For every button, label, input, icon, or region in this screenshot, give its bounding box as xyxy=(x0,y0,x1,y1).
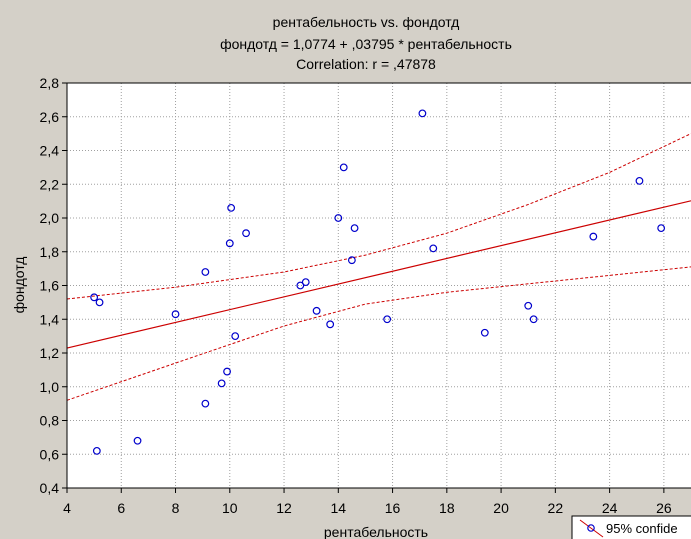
grid-lines xyxy=(67,83,691,488)
confidence-upper-line xyxy=(66,133,691,300)
data-point xyxy=(201,399,210,408)
y-tick-label: 0,8 xyxy=(40,413,60,429)
x-tick-label: 16 xyxy=(385,500,401,516)
correlation-text: Correlation: r = ,47878 xyxy=(296,56,436,72)
regression-line xyxy=(66,200,691,349)
data-points xyxy=(90,109,666,455)
data-point xyxy=(339,163,348,172)
regression-line-group xyxy=(66,200,691,349)
x-tick-label: 12 xyxy=(276,500,292,516)
data-point xyxy=(334,214,343,222)
data-point xyxy=(95,298,104,307)
data-point xyxy=(383,315,392,324)
data-point xyxy=(133,436,142,445)
y-tick-label: 0,6 xyxy=(40,446,60,462)
legend-label: 95% confide xyxy=(606,521,678,536)
legend-box xyxy=(571,515,691,539)
y-tick-label: 2,0 xyxy=(40,210,60,226)
y-axis-ticks: 0,4 0,6 0,8 1,0 1,2 1,4 1,6 1,8 2,0 2,2 2,4 2,6 2,8 xyxy=(40,75,67,496)
data-point xyxy=(326,320,335,329)
data-point xyxy=(201,268,210,276)
data-point xyxy=(418,109,427,118)
data-point xyxy=(92,446,101,455)
x-tick-label: 18 xyxy=(439,500,455,516)
y-tick-label: 2,6 xyxy=(40,109,60,125)
data-point xyxy=(529,315,538,324)
data-point xyxy=(350,224,359,233)
legend-line-swatch xyxy=(579,519,604,538)
data-point xyxy=(90,293,99,302)
data-point xyxy=(589,232,598,241)
data-point xyxy=(231,332,240,341)
data-point xyxy=(225,239,234,248)
x-tick-label: 22 xyxy=(548,500,564,516)
y-tick-label: 0,4 xyxy=(40,480,60,496)
data-point xyxy=(227,203,236,212)
data-point xyxy=(480,328,489,337)
y-tick-label: 2,8 xyxy=(40,75,60,91)
data-point xyxy=(635,176,644,185)
data-point xyxy=(242,229,250,238)
x-tick-label: 24 xyxy=(602,500,618,516)
x-tick-label: 8 xyxy=(172,500,180,516)
data-point xyxy=(347,256,356,265)
x-tick-label: 10 xyxy=(222,500,238,516)
data-point xyxy=(301,278,310,287)
y-tick-label: 1,4 xyxy=(40,311,60,327)
y-tick-label: 2,2 xyxy=(40,176,60,192)
data-point xyxy=(312,306,321,315)
x-tick-label: 20 xyxy=(493,500,509,516)
y-tick-label: 1,8 xyxy=(40,244,60,260)
data-point xyxy=(524,301,533,310)
y-tick-label: 1,6 xyxy=(40,278,60,294)
data-point xyxy=(171,310,180,319)
data-point xyxy=(296,281,305,290)
regression-equation: фондотд = 1,0774 + ,03795 * рентабельнос… xyxy=(220,36,512,52)
x-axis-label: рентабельность xyxy=(324,524,428,539)
confidence-band xyxy=(66,133,691,401)
y-axis-label: фондотд xyxy=(11,257,27,314)
y-tick-label: 1,2 xyxy=(40,345,60,361)
x-tick-label: 14 xyxy=(331,500,347,516)
y-tick-label: 2,4 xyxy=(40,143,60,159)
x-tick-label: 6 xyxy=(117,500,125,516)
x-tick-label: 4 xyxy=(63,500,71,516)
chart-title: рентабельность vs. фондотд xyxy=(273,14,460,30)
data-point xyxy=(217,379,226,388)
legend: 95% confide xyxy=(571,515,691,539)
data-point xyxy=(429,244,438,253)
x-axis-ticks: 4 6 8 10 12 14 16 18 20 22 24 26 xyxy=(63,488,672,516)
data-point xyxy=(657,224,666,233)
legend-point-swatch xyxy=(587,524,595,532)
confidence-lower-line xyxy=(66,266,691,401)
x-tick-label: 26 xyxy=(656,500,672,516)
data-point xyxy=(223,367,231,376)
y-tick-label: 1,0 xyxy=(40,379,60,395)
